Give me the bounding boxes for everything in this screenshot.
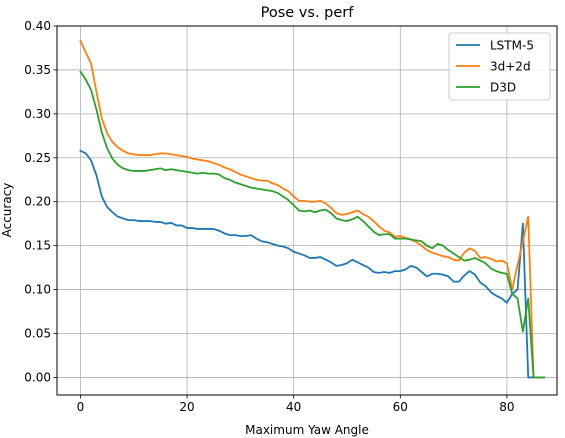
- x-axis-title: Maximum Yaw Angle: [245, 423, 369, 437]
- y-tick-label: 0.25: [24, 151, 51, 165]
- y-tick-label: 0.30: [24, 107, 51, 121]
- x-tick-label: 40: [286, 400, 301, 414]
- y-tick-label: 0.20: [24, 195, 51, 209]
- series-layer: [79, 39, 546, 379]
- y-tick-label: 0.15: [24, 239, 51, 253]
- y-tick-label: 0.10: [24, 283, 51, 297]
- y-axis-title: Accuracy: [0, 183, 14, 238]
- series-line-d3d: [79, 70, 546, 379]
- legend-label: D3D: [490, 81, 516, 95]
- legend-box: [448, 32, 551, 101]
- legend: LSTM-5 3d+2d D3D: [448, 32, 551, 101]
- legend-label: 3d+2d: [490, 60, 531, 74]
- x-tick-label: 60: [393, 400, 408, 414]
- x-tick-label: 20: [179, 400, 194, 414]
- y-tick-label: 0.00: [24, 370, 51, 384]
- y-tick-label: 0.40: [24, 19, 51, 33]
- x-tick-label: 80: [499, 400, 514, 414]
- series-line-3d-2d: [79, 39, 546, 379]
- plot-frame: [56, 25, 558, 396]
- chart-title: Pose vs. perf: [261, 5, 355, 21]
- y-tick-label: 0.35: [24, 63, 51, 77]
- series-line-lstm-5: [79, 149, 546, 379]
- axis-ticks: 0 20 40 60 80 0.00 0.05 0.10 0.15 0.20 0.25 0.30 0.3…: [24, 19, 514, 414]
- y-tick-label: 0.05: [24, 327, 51, 341]
- legend-label: LSTM-5: [490, 39, 534, 53]
- x-tick-label: 0: [77, 400, 85, 414]
